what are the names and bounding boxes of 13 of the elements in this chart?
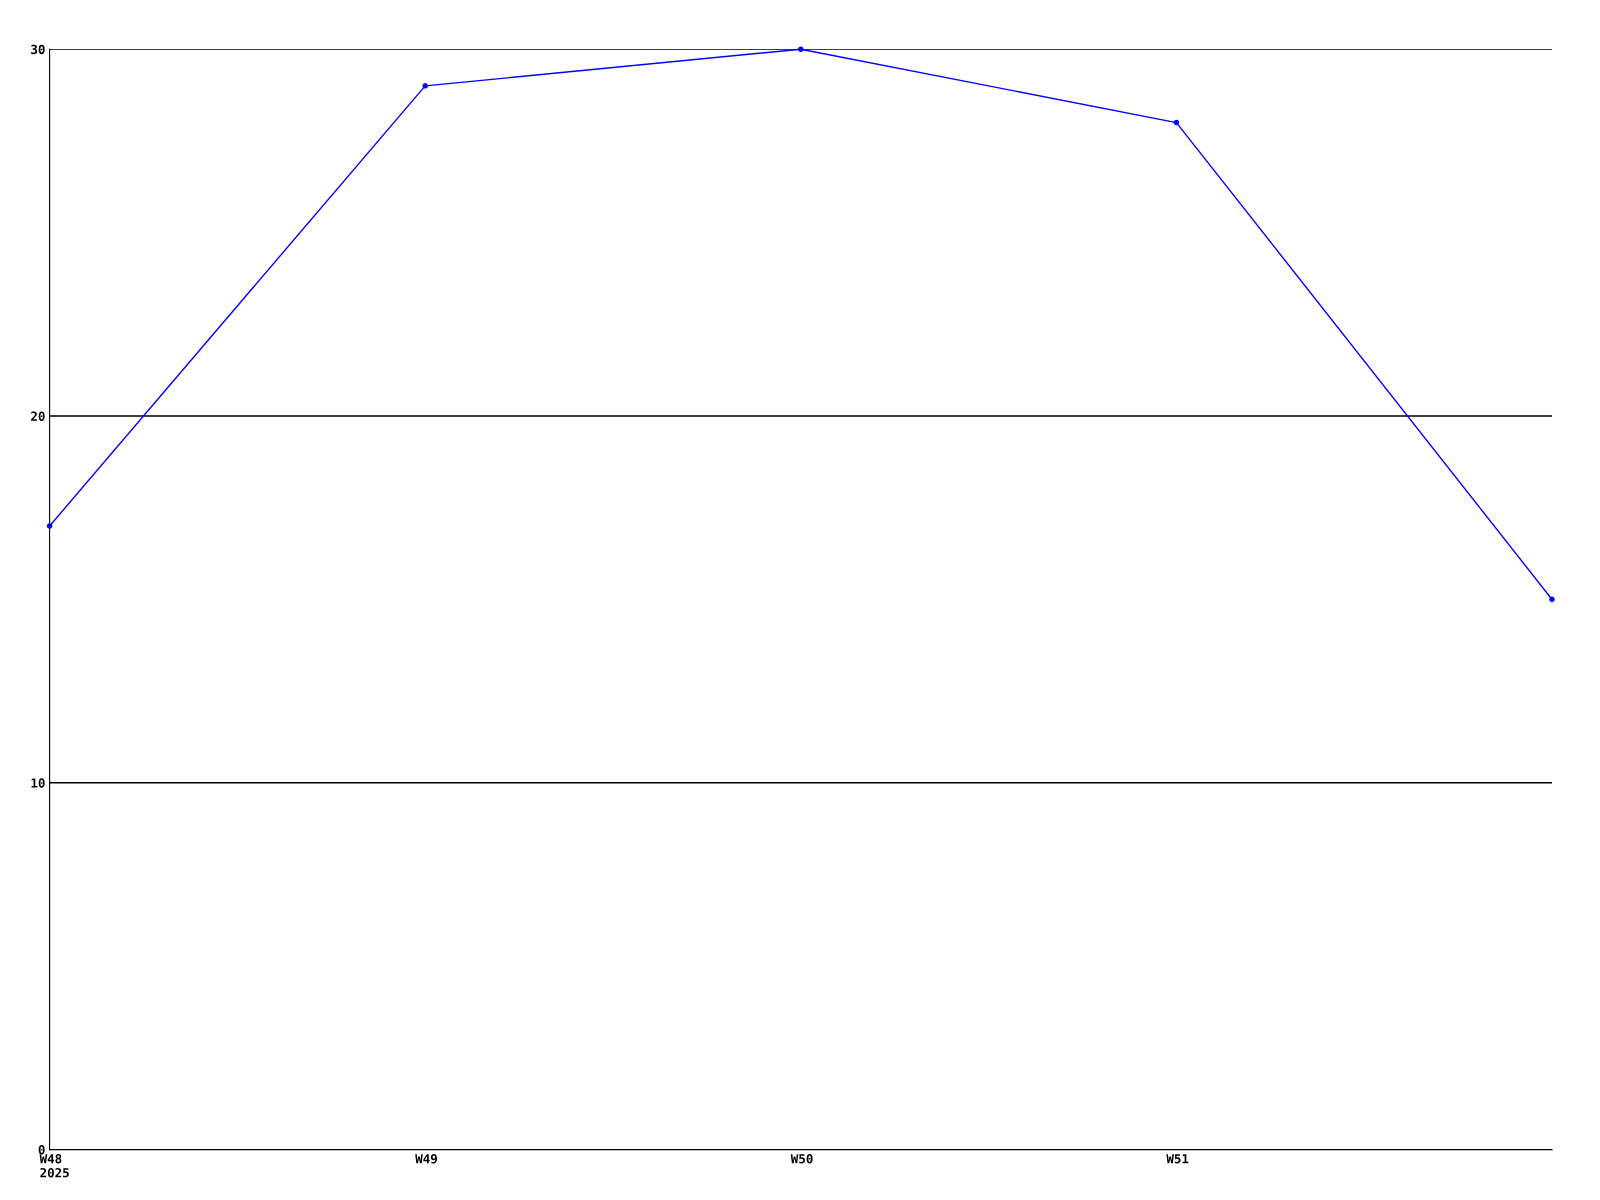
y-tick-label: 0	[38, 1145, 45, 1155]
y-tick-label: 30	[31, 44, 45, 55]
point	[1173, 119, 1180, 126]
x-tick-label: W50	[790, 1153, 813, 1164]
point	[46, 523, 53, 529]
x-tick-label: W51	[1166, 1154, 1189, 1164]
point	[798, 46, 804, 52]
y-tick-label: 10	[31, 778, 45, 788]
x-tick-label: W49	[415, 1154, 437, 1164]
x-tick-label: W48 2025	[39, 1153, 69, 1178]
y-tick-label: 20	[31, 411, 45, 421]
point	[422, 83, 428, 89]
point	[1549, 596, 1555, 603]
